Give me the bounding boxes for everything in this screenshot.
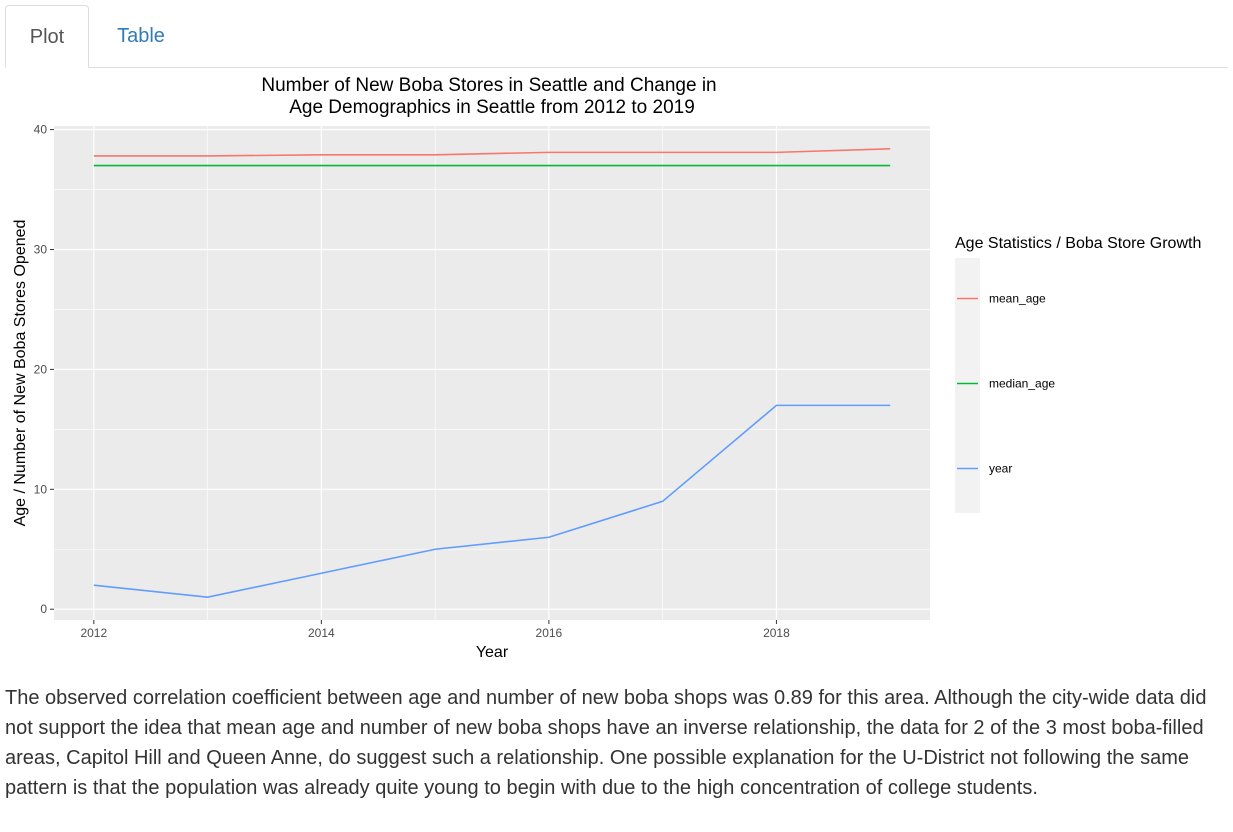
y-tick-label: 40 [34, 123, 48, 137]
analysis-paragraph: The observed correlation coefficient bet… [5, 687, 1207, 799]
tab-bar: Plot Table [5, 5, 1228, 68]
x-tick-label: 2012 [80, 626, 107, 640]
chart-title-line-2: Age Demographics in Seattle from 2012 to… [289, 97, 695, 118]
tab-table[interactable]: Table [117, 25, 165, 47]
series-line-year [93, 404, 891, 599]
y-tick-label: 30 [34, 243, 48, 257]
y-tick-label: 0 [40, 602, 47, 616]
axes: 0 10 20 30 40 2012 2014 2016 2018 [34, 123, 790, 640]
legend-title: Age Statistics / Boba Store Growth [955, 235, 1201, 252]
tab-plot[interactable]: Plot [5, 5, 89, 68]
grid-lines [54, 126, 930, 620]
line-chart: Number of New Boba Stores in Seattle and… [12, 75, 1201, 661]
series-line-mean-age [93, 147, 891, 157]
x-tick-label: 2018 [763, 626, 790, 640]
legend-label: year [989, 462, 1012, 476]
legend-label: median_age [989, 377, 1055, 391]
x-tick-label: 2014 [308, 626, 335, 640]
plot-panel [54, 126, 930, 620]
chart-title-line-1: Number of New Boba Stores in Seattle and… [261, 75, 716, 96]
x-tick-label: 2016 [536, 626, 563, 640]
y-tick-label: 10 [34, 482, 48, 496]
y-axis-label: Age / Number of New Boba Stores Opened [12, 220, 29, 527]
x-axis-label: Year [476, 644, 509, 661]
legend-label: mean_age [989, 292, 1046, 306]
legend-key-background [955, 258, 980, 513]
y-tick-label: 20 [34, 362, 48, 376]
series-lines [93, 147, 891, 599]
